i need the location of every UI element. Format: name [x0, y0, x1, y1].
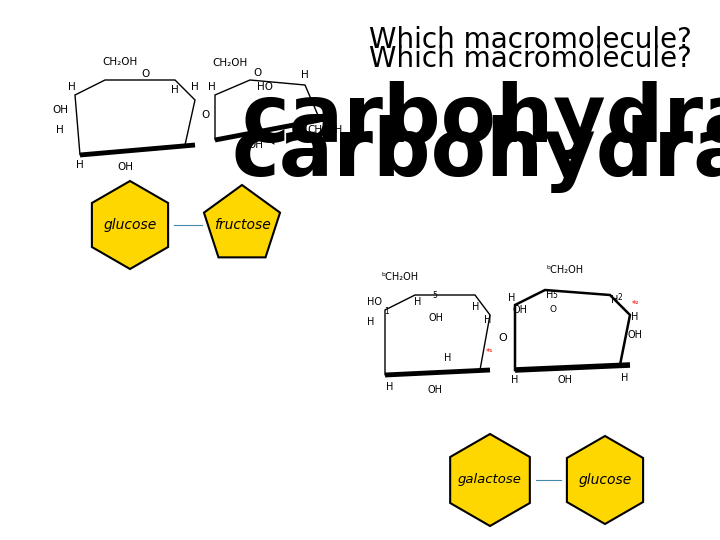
Text: OH: OH [117, 162, 133, 172]
Text: HO: HO [367, 297, 382, 307]
Text: CH₂OH: CH₂OH [102, 57, 138, 67]
Text: glucose: glucose [104, 218, 157, 232]
Polygon shape [204, 185, 280, 258]
Text: H: H [511, 375, 518, 385]
Text: OH: OH [628, 330, 642, 340]
Text: 5: 5 [552, 291, 557, 300]
Text: carbohydrates: carbohydrates [231, 115, 720, 193]
Text: ᵇCH₂OH: ᵇCH₂OH [546, 265, 584, 275]
Text: OH: OH [247, 140, 263, 150]
Text: carbohydrates: carbohydrates [241, 81, 720, 159]
Polygon shape [92, 181, 168, 269]
Text: OH: OH [513, 305, 528, 315]
Text: H: H [367, 317, 374, 327]
Text: H: H [387, 382, 394, 392]
Text: OH: OH [52, 105, 68, 115]
Text: ᵇCH₂OH: ᵇCH₂OH [382, 272, 418, 282]
Text: 1: 1 [384, 307, 390, 316]
Text: H: H [546, 290, 554, 300]
Text: H: H [621, 373, 629, 383]
Text: 5: 5 [433, 291, 438, 300]
Text: O: O [549, 305, 557, 314]
Text: H: H [171, 85, 179, 95]
Polygon shape [567, 436, 643, 524]
Text: OH: OH [557, 375, 572, 385]
Text: H: H [611, 295, 618, 305]
Text: CH₂OH: CH₂OH [307, 125, 343, 135]
Text: HO: HO [257, 82, 273, 92]
Text: H: H [444, 353, 451, 363]
Text: glucose: glucose [578, 473, 631, 487]
Text: CH₂OH: CH₂OH [212, 58, 248, 68]
Text: H: H [56, 125, 64, 135]
Text: H: H [208, 82, 216, 92]
Text: H: H [631, 312, 639, 322]
Text: H: H [321, 102, 329, 112]
Text: H: H [76, 160, 84, 170]
Text: Which macromolecule?: Which macromolecule? [369, 45, 691, 73]
Text: O: O [254, 68, 262, 78]
Text: O: O [201, 110, 209, 120]
Text: H: H [68, 82, 76, 92]
Polygon shape [450, 434, 530, 526]
Text: O: O [499, 333, 508, 343]
Text: H: H [508, 293, 516, 303]
Text: *¹: *¹ [486, 348, 494, 356]
Text: H: H [414, 297, 422, 307]
Text: H: H [301, 70, 309, 80]
Text: Which macromolecule?: Which macromolecule? [369, 26, 691, 54]
Text: H: H [472, 302, 480, 312]
Text: H: H [485, 315, 492, 325]
Text: OH: OH [428, 385, 443, 395]
Text: H: H [191, 82, 199, 92]
Text: galactose: galactose [458, 474, 522, 487]
Text: *²: *² [631, 300, 639, 309]
Text: O: O [141, 69, 149, 79]
Text: H: H [286, 153, 294, 163]
Text: OH: OH [428, 313, 444, 323]
Text: 2: 2 [618, 294, 622, 302]
Text: fructose: fructose [214, 218, 271, 232]
